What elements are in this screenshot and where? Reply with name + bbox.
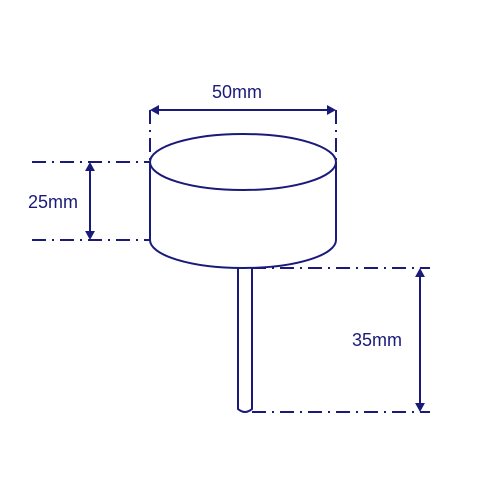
technical-drawing <box>0 0 500 500</box>
shaft-dimension-label: 35mm <box>352 330 402 351</box>
height-dimension-label: 25mm <box>28 192 78 213</box>
width-dimension-label: 50mm <box>212 82 262 103</box>
